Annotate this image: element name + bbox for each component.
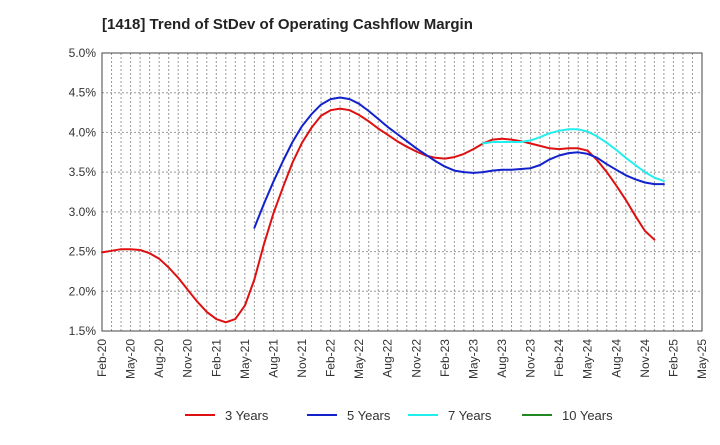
x-tick-label: Nov-22 [409,339,423,378]
x-tick-label: Feb-23 [438,339,452,377]
series-line [101,107,656,324]
y-tick-label: 3.5% [69,165,97,179]
y-tick-label: 5.0% [69,46,97,60]
x-tick-label: Feb-24 [552,339,566,377]
x-tick-label: Nov-24 [638,339,652,378]
x-tick-label: Feb-20 [95,339,109,377]
series-line [253,96,665,229]
x-tick-label: May-21 [238,339,252,379]
x-tick-label: May-23 [466,339,480,379]
x-tick-label: Feb-21 [209,339,223,377]
y-axis: 1.5% 2.0% 2.5% 3.0% 3.5% 4.0% 4.5% 5.0% [69,46,97,338]
x-tick-label: Feb-22 [324,339,338,377]
x-tick-label: Feb-25 [666,339,680,377]
y-tick-label: 3.0% [69,205,97,219]
y-tick-label: 4.5% [69,86,97,100]
x-tick-label: May-22 [352,339,366,379]
x-tick-label: Aug-23 [495,339,509,378]
x-tick-label: Nov-21 [295,339,309,378]
x-tick-label: May-20 [124,339,138,379]
x-tick-label: Aug-24 [609,339,623,378]
x-tick-label: May-25 [695,339,709,379]
x-tick-label: Nov-20 [181,339,195,378]
chart-title: [1418] Trend of StDev of Operating Cashf… [102,16,473,33]
plot-area [101,52,703,332]
legend-label: 7 Years [448,408,492,423]
y-tick-label: 2.0% [69,284,97,298]
x-tick-label: Aug-20 [152,339,166,378]
legend: 3 Years 5 Years 7 Years 10 Years [185,408,613,423]
y-tick-label: 1.5% [69,324,97,338]
y-tick-label: 2.5% [69,245,97,259]
legend-label: 10 Years [562,408,613,423]
x-axis: Feb-20 May-20 Aug-20 Nov-20 Feb-21 May-21 Aug-… [95,339,709,379]
legend-label: 5 Years [347,408,391,423]
series-lines [101,96,665,324]
x-tick-label: Aug-22 [381,339,395,378]
grid [101,52,703,332]
y-tick-label: 4.0% [69,125,97,139]
x-tick-label: Aug-21 [266,339,280,378]
legend-label: 3 Years [225,408,269,423]
x-tick-label: May-24 [581,339,595,379]
series-line [482,128,665,182]
x-tick-label: Nov-23 [524,339,538,378]
